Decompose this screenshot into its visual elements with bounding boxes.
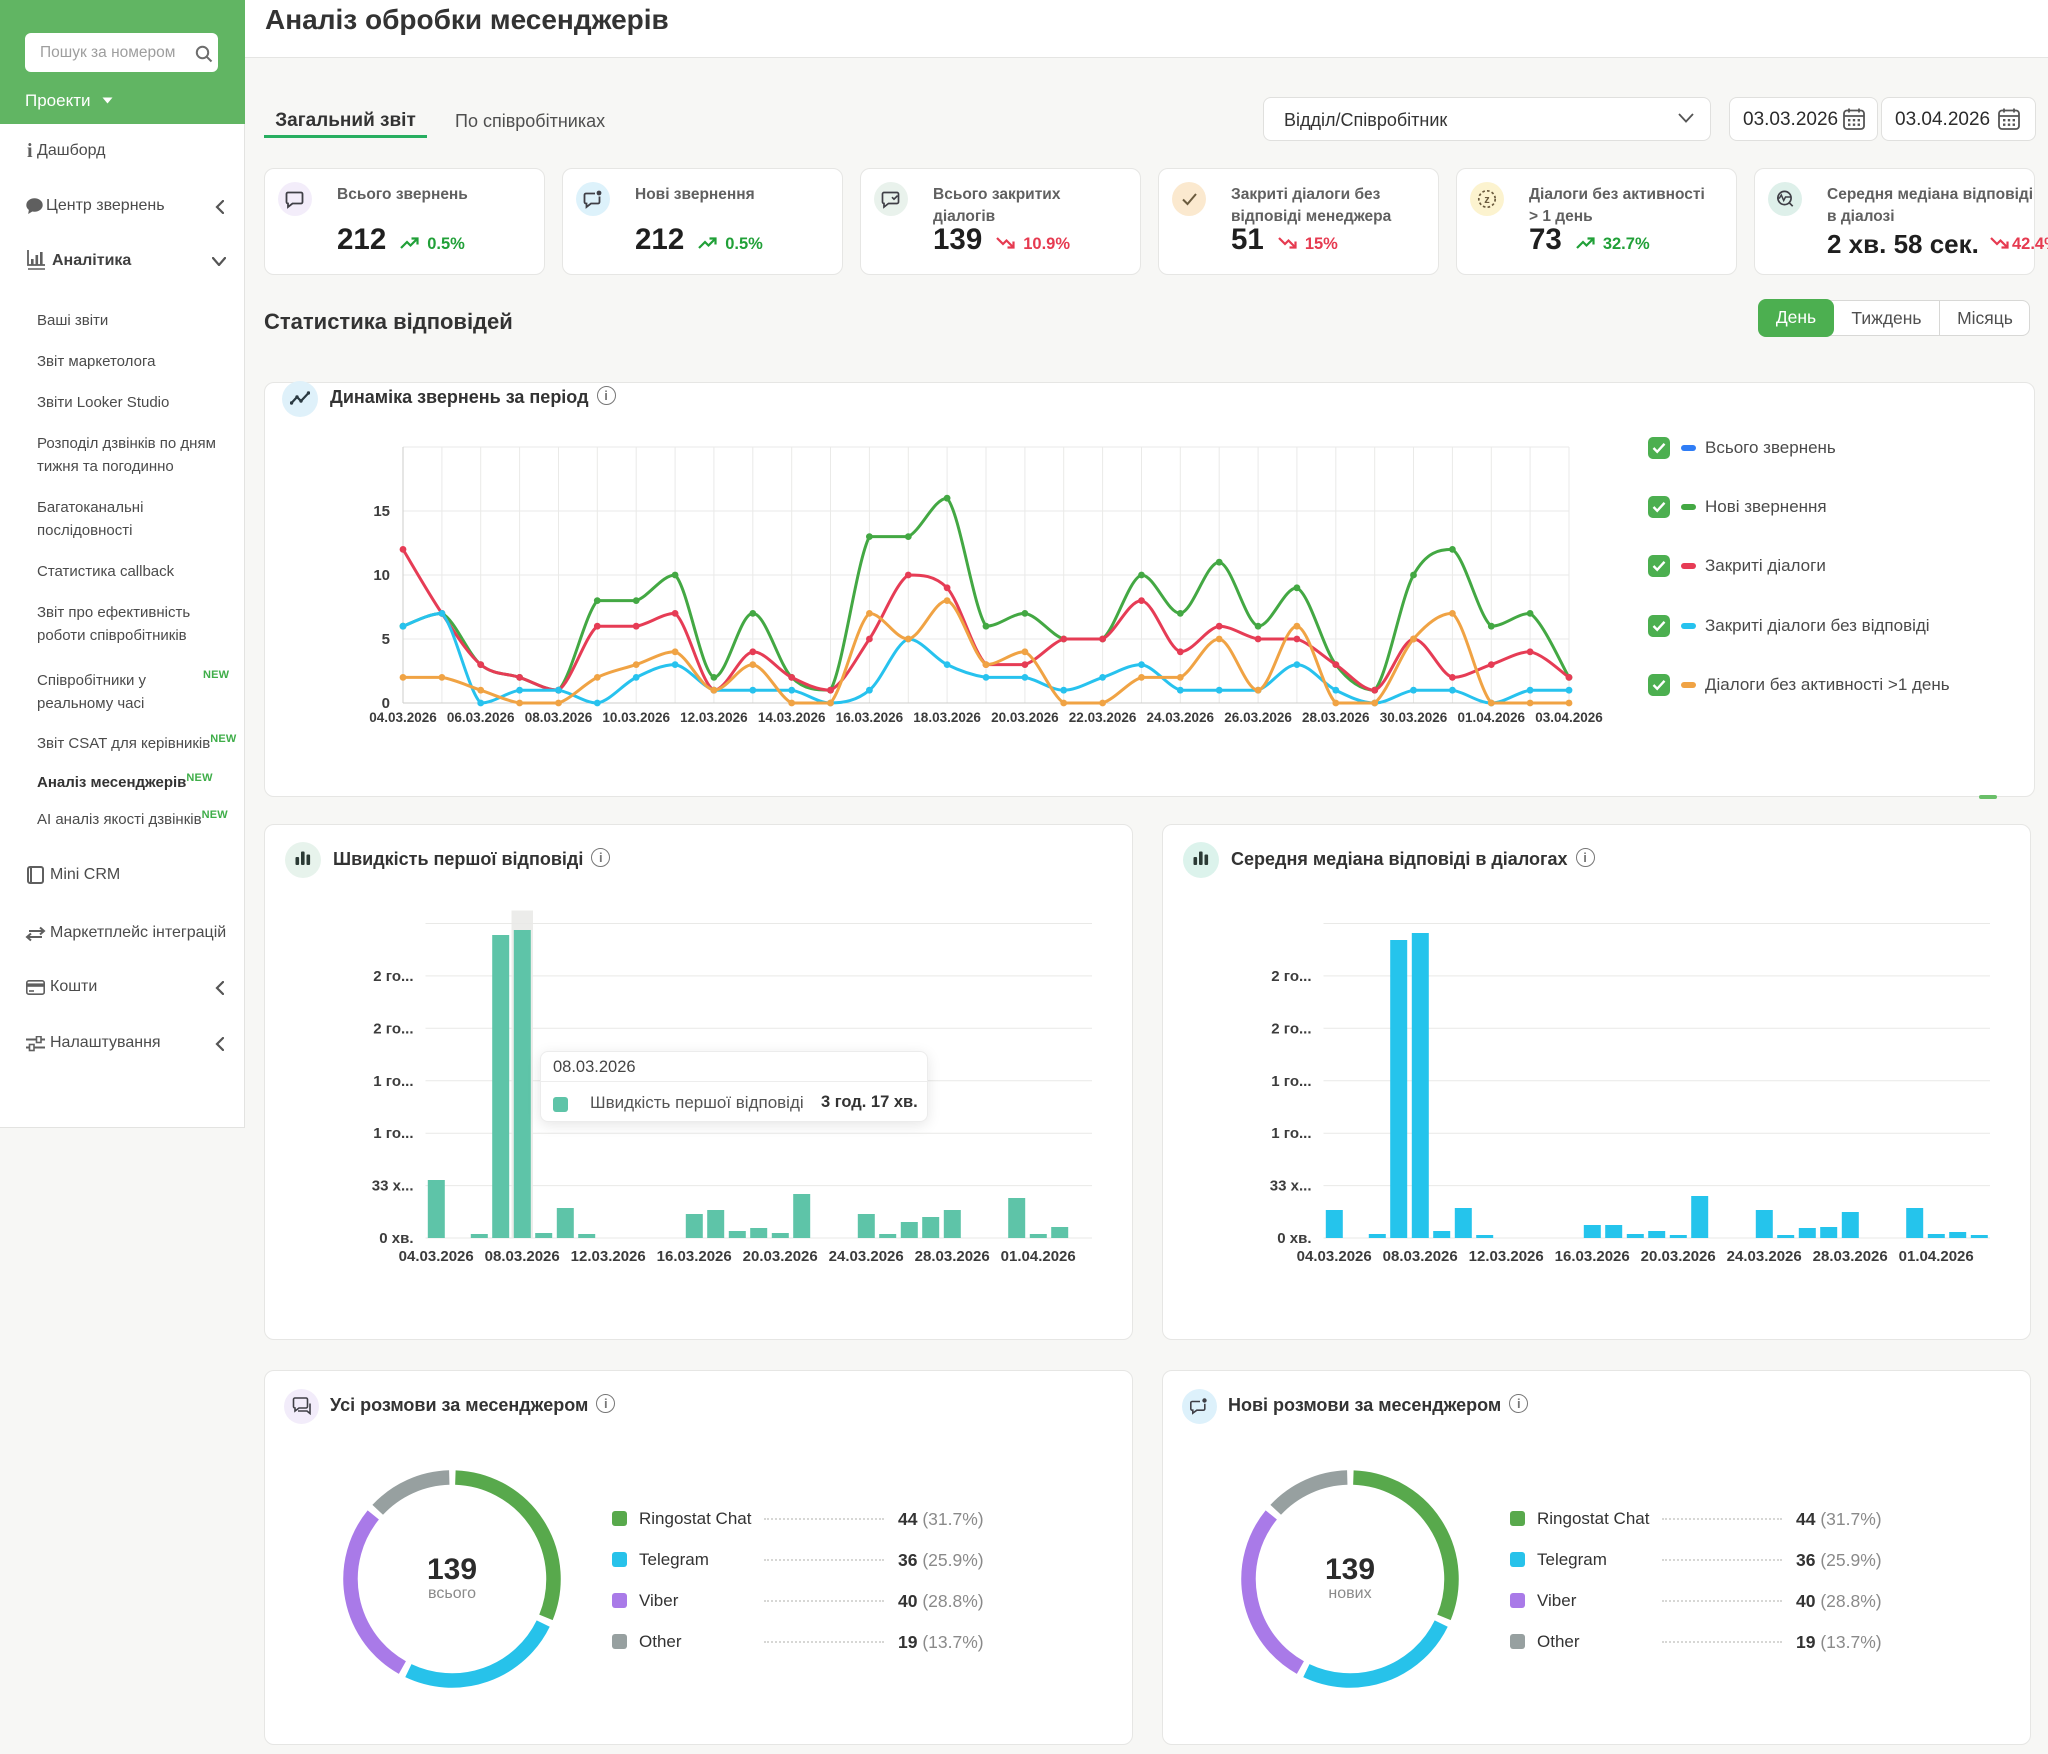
- svg-text:04.03.2026: 04.03.2026: [1297, 1248, 1372, 1265]
- svg-text:1 го...: 1 го...: [373, 1125, 413, 1142]
- svg-text:12.03.2026: 12.03.2026: [571, 1248, 646, 1265]
- svg-text:16.03.2026: 16.03.2026: [1555, 1248, 1630, 1265]
- svg-text:26.03.2026: 26.03.2026: [1224, 710, 1292, 725]
- svg-text:04.03.2026: 04.03.2026: [399, 1248, 474, 1265]
- svg-text:10: 10: [373, 567, 390, 584]
- svg-text:2 го...: 2 го...: [1271, 968, 1311, 985]
- svg-text:20.03.2026: 20.03.2026: [1641, 1248, 1716, 1265]
- svg-text:0 хв.: 0 хв.: [1277, 1230, 1311, 1247]
- svg-text:04.03.2026: 04.03.2026: [369, 710, 437, 725]
- svg-text:08.03.2026: 08.03.2026: [485, 1248, 560, 1265]
- svg-text:01.04.2026: 01.04.2026: [1458, 710, 1526, 725]
- svg-text:33 х...: 33 х...: [372, 1178, 414, 1195]
- svg-text:28.03.2026: 28.03.2026: [1302, 710, 1370, 725]
- svg-text:2 го...: 2 го...: [373, 968, 413, 985]
- svg-text:10.03.2026: 10.03.2026: [602, 710, 670, 725]
- svg-text:20.03.2026: 20.03.2026: [743, 1248, 818, 1265]
- svg-text:1 го...: 1 го...: [1271, 1073, 1311, 1090]
- svg-text:30.03.2026: 30.03.2026: [1380, 710, 1448, 725]
- svg-text:1 го...: 1 го...: [1271, 1125, 1311, 1142]
- svg-text:06.03.2026: 06.03.2026: [447, 710, 515, 725]
- svg-text:18.03.2026: 18.03.2026: [913, 710, 981, 725]
- svg-text:28.03.2026: 28.03.2026: [1813, 1248, 1888, 1265]
- svg-text:12.03.2026: 12.03.2026: [680, 710, 748, 725]
- svg-text:03.04.2026: 03.04.2026: [1535, 710, 1603, 725]
- svg-text:01.04.2026: 01.04.2026: [1001, 1248, 1076, 1265]
- svg-text:08.03.2026: 08.03.2026: [1383, 1248, 1458, 1265]
- svg-text:2 го...: 2 го...: [1271, 1020, 1311, 1037]
- svg-text:2 го...: 2 го...: [373, 1020, 413, 1037]
- svg-text:16.03.2026: 16.03.2026: [836, 710, 904, 725]
- svg-text:12.03.2026: 12.03.2026: [1469, 1248, 1544, 1265]
- svg-text:24.03.2026: 24.03.2026: [1147, 710, 1215, 725]
- svg-text:33 х...: 33 х...: [1270, 1178, 1312, 1195]
- svg-text:5: 5: [382, 631, 390, 648]
- svg-text:15: 15: [373, 503, 390, 520]
- svg-text:08.03.2026: 08.03.2026: [525, 710, 593, 725]
- svg-text:01.04.2026: 01.04.2026: [1899, 1248, 1974, 1265]
- svg-text:0: 0: [382, 695, 390, 712]
- svg-text:14.03.2026: 14.03.2026: [758, 710, 826, 725]
- svg-text:28.03.2026: 28.03.2026: [915, 1248, 990, 1265]
- svg-text:22.03.2026: 22.03.2026: [1069, 710, 1137, 725]
- svg-text:24.03.2026: 24.03.2026: [1727, 1248, 1802, 1265]
- svg-text:20.03.2026: 20.03.2026: [991, 710, 1059, 725]
- svg-text:16.03.2026: 16.03.2026: [657, 1248, 732, 1265]
- svg-text:24.03.2026: 24.03.2026: [829, 1248, 904, 1265]
- svg-text:z: z: [1484, 194, 1490, 206]
- svg-text:1 го...: 1 го...: [373, 1073, 413, 1090]
- svg-text:0 хв.: 0 хв.: [379, 1230, 413, 1247]
